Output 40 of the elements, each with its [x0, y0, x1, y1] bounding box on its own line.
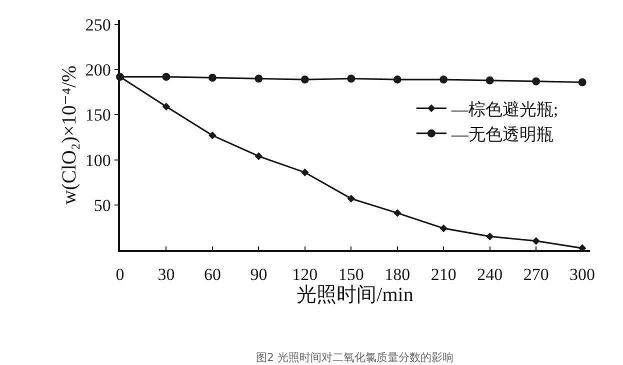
- point: [532, 237, 540, 245]
- point: [393, 76, 402, 84]
- point: [578, 78, 586, 86]
- point: [162, 72, 170, 81]
- point: [347, 194, 356, 202]
- point: [440, 224, 448, 232]
- y-tick-label: 50: [94, 196, 111, 215]
- x-tick-label: 120: [292, 265, 318, 284]
- point: [208, 74, 216, 82]
- point: [208, 132, 216, 140]
- y-tick-label: 200: [85, 60, 111, 80]
- point: [301, 168, 309, 176]
- x-tick-label: 240: [477, 265, 503, 284]
- point: [532, 77, 540, 86]
- point: [162, 102, 170, 110]
- y-tick-label: 250: [85, 15, 111, 34]
- x-tick-label: 210: [430, 265, 456, 284]
- caption: 图2 光照时间对二氧化氯质量分数的影响: [256, 351, 454, 364]
- x-tick-label: 0: [116, 265, 124, 284]
- point: [440, 76, 448, 84]
- point: [254, 74, 263, 83]
- x-tick-label: 30: [158, 265, 175, 284]
- x-tick-label: 270: [523, 265, 549, 284]
- point: [486, 76, 494, 84]
- y-tick-label: 150: [85, 106, 111, 125]
- x-tick-label: 180: [384, 265, 410, 284]
- x-tick-label: 300: [570, 265, 596, 284]
- point: [486, 232, 494, 240]
- y-axis-title: w(ClO₂)×10⁻⁴/%: [58, 65, 80, 205]
- legend-label: —棕色避光瓶;: [450, 100, 558, 119]
- x-tick-label: 150: [338, 265, 364, 284]
- point: [393, 209, 402, 217]
- x-tick-label: 90: [250, 265, 268, 284]
- point: [300, 76, 309, 84]
- legend-label: —无色透明瓶: [450, 124, 554, 144]
- y-tick-label: 100: [85, 150, 111, 170]
- x-axis-title: 光照时间/min: [296, 284, 414, 306]
- x-tick-label: 60: [204, 265, 221, 284]
- point: [347, 74, 356, 83]
- point: [254, 152, 263, 160]
